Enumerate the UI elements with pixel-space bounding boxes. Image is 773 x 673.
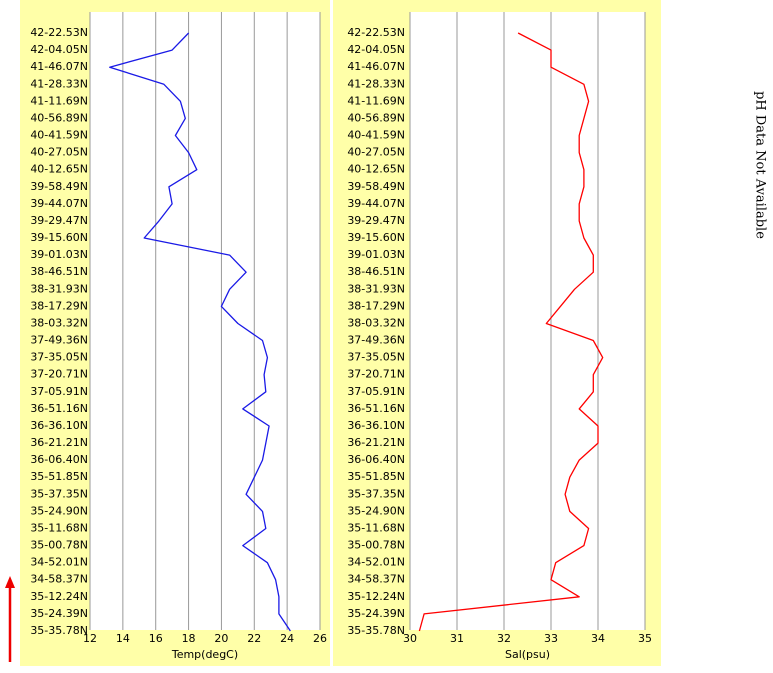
y-tick-label: 40-41.59N xyxy=(30,129,88,142)
y-tick-label: 40-56.89N xyxy=(347,111,405,124)
y-tick-label: 35-51.85N xyxy=(30,470,88,483)
y-tick-label: 39-01.03N xyxy=(30,248,88,261)
y-tick-label: 35-12.24N xyxy=(347,590,405,603)
y-tick-label: 35-24.39N xyxy=(347,607,405,620)
y-tick-label: 36-06.40N xyxy=(347,453,405,466)
y-tick-label: 38-17.29N xyxy=(30,299,88,312)
x-tick-label: 22 xyxy=(247,632,261,645)
y-tick-label: 38-46.51N xyxy=(30,265,88,278)
plot-area xyxy=(410,12,645,630)
y-tick-label: 39-01.03N xyxy=(347,248,405,261)
y-tick-label: 36-36.10N xyxy=(30,419,88,432)
y-tick-label: 37-20.71N xyxy=(347,368,405,381)
y-tick-label: 35-24.90N xyxy=(347,504,405,517)
y-tick-label: 35-37.35N xyxy=(347,487,405,500)
x-tick-label: 33 xyxy=(544,632,558,645)
y-tick-label: 38-03.32N xyxy=(30,316,88,329)
y-tick-label: 39-15.60N xyxy=(347,231,405,244)
y-tick-label: 34-58.37N xyxy=(347,573,405,586)
y-tick-label: 34-58.37N xyxy=(30,573,88,586)
y-tick-label: 39-44.07N xyxy=(347,197,405,210)
y-tick-label: 35-12.24N xyxy=(30,590,88,603)
y-tick-label: 37-35.05N xyxy=(30,351,88,364)
y-tick-label: 41-46.07N xyxy=(347,60,405,73)
y-tick-label: 38-46.51N xyxy=(347,265,405,278)
x-axis-label: Temp(degC) xyxy=(171,648,238,661)
y-tick-label: 36-21.21N xyxy=(347,436,405,449)
x-axis-label: Sal(psu) xyxy=(505,648,550,661)
x-tick-label: 24 xyxy=(280,632,294,645)
y-tick-label: 40-12.65N xyxy=(347,163,405,176)
y-tick-label: 35-51.85N xyxy=(347,470,405,483)
y-tick-label: 35-24.39N xyxy=(30,607,88,620)
y-tick-label: 37-49.36N xyxy=(347,334,405,347)
y-tick-label: 41-11.69N xyxy=(347,94,405,107)
y-tick-label: 37-05.91N xyxy=(30,385,88,398)
x-tick-label: 35 xyxy=(638,632,652,645)
y-tick-label: 38-03.32N xyxy=(347,316,405,329)
x-tick-label: 32 xyxy=(497,632,511,645)
x-tick-label: 30 xyxy=(403,632,417,645)
annotation: pH Data Not Available xyxy=(753,91,768,239)
y-tick-label: 35-37.35N xyxy=(30,487,88,500)
y-tick-label: 36-06.40N xyxy=(30,453,88,466)
y-tick-label: 42-22.53N xyxy=(347,26,405,39)
y-tick-label: 39-58.49N xyxy=(347,180,405,193)
y-tick-label: 41-11.69N xyxy=(30,94,88,107)
x-tick-label: 14 xyxy=(116,632,130,645)
y-tick-label: 40-27.05N xyxy=(30,146,88,159)
y-tick-label: 35-35.78N xyxy=(30,624,88,637)
y-tick-label: 36-36.10N xyxy=(347,419,405,432)
y-tick-label: 39-58.49N xyxy=(30,180,88,193)
y-tick-label: 37-35.05N xyxy=(347,351,405,364)
y-tick-label: 42-04.05N xyxy=(30,43,88,56)
x-tick-label: 31 xyxy=(450,632,464,645)
x-tick-label: 34 xyxy=(591,632,605,645)
y-tick-label: 41-28.33N xyxy=(347,77,405,90)
y-tick-label: 37-20.71N xyxy=(30,368,88,381)
y-tick-label: 36-51.16N xyxy=(30,402,88,415)
y-tick-label: 35-00.78N xyxy=(30,539,88,552)
data-line xyxy=(418,32,604,632)
y-tick-label: 34-52.01N xyxy=(347,556,405,569)
y-tick-label: 36-51.16N xyxy=(347,402,405,415)
y-tick-label: 42-04.05N xyxy=(347,43,405,56)
y-tick-label: 42-22.53N xyxy=(30,26,88,39)
y-tick-label: 35-00.78N xyxy=(347,539,405,552)
y-tick-label: 39-44.07N xyxy=(30,197,88,210)
y-tick-label: 41-28.33N xyxy=(30,77,88,90)
y-tick-label: 40-41.59N xyxy=(347,129,405,142)
x-tick-label: 16 xyxy=(149,632,163,645)
y-tick-label: 38-31.93N xyxy=(347,282,405,295)
plot-area xyxy=(90,12,320,630)
y-tick-label: 35-24.90N xyxy=(30,504,88,517)
y-tick-label: 41-46.07N xyxy=(30,60,88,73)
y-tick-label: 36-21.21N xyxy=(30,436,88,449)
data-line xyxy=(109,32,291,632)
y-tick-label: 40-56.89N xyxy=(30,111,88,124)
x-tick-label: 20 xyxy=(214,632,228,645)
y-tick-label: 37-49.36N xyxy=(30,334,88,347)
y-tick-label: 39-29.47N xyxy=(347,214,405,227)
x-tick-label: 12 xyxy=(83,632,97,645)
x-tick-label: 26 xyxy=(313,632,327,645)
x-tick-label: 18 xyxy=(182,632,196,645)
y-tick-label: 38-17.29N xyxy=(347,299,405,312)
y-tick-label: 35-11.68N xyxy=(347,521,405,534)
y-tick-label: 40-27.05N xyxy=(347,146,405,159)
y-tick-label: 38-31.93N xyxy=(30,282,88,295)
y-tick-label: 35-35.78N xyxy=(347,624,405,637)
y-tick-label: 37-05.91N xyxy=(347,385,405,398)
y-tick-label: 34-52.01N xyxy=(30,556,88,569)
y-tick-label: 39-29.47N xyxy=(30,214,88,227)
arrow-head xyxy=(5,576,15,588)
y-tick-label: 40-12.65N xyxy=(30,163,88,176)
y-tick-label: 39-15.60N xyxy=(30,231,88,244)
y-tick-label: 35-11.68N xyxy=(30,521,88,534)
